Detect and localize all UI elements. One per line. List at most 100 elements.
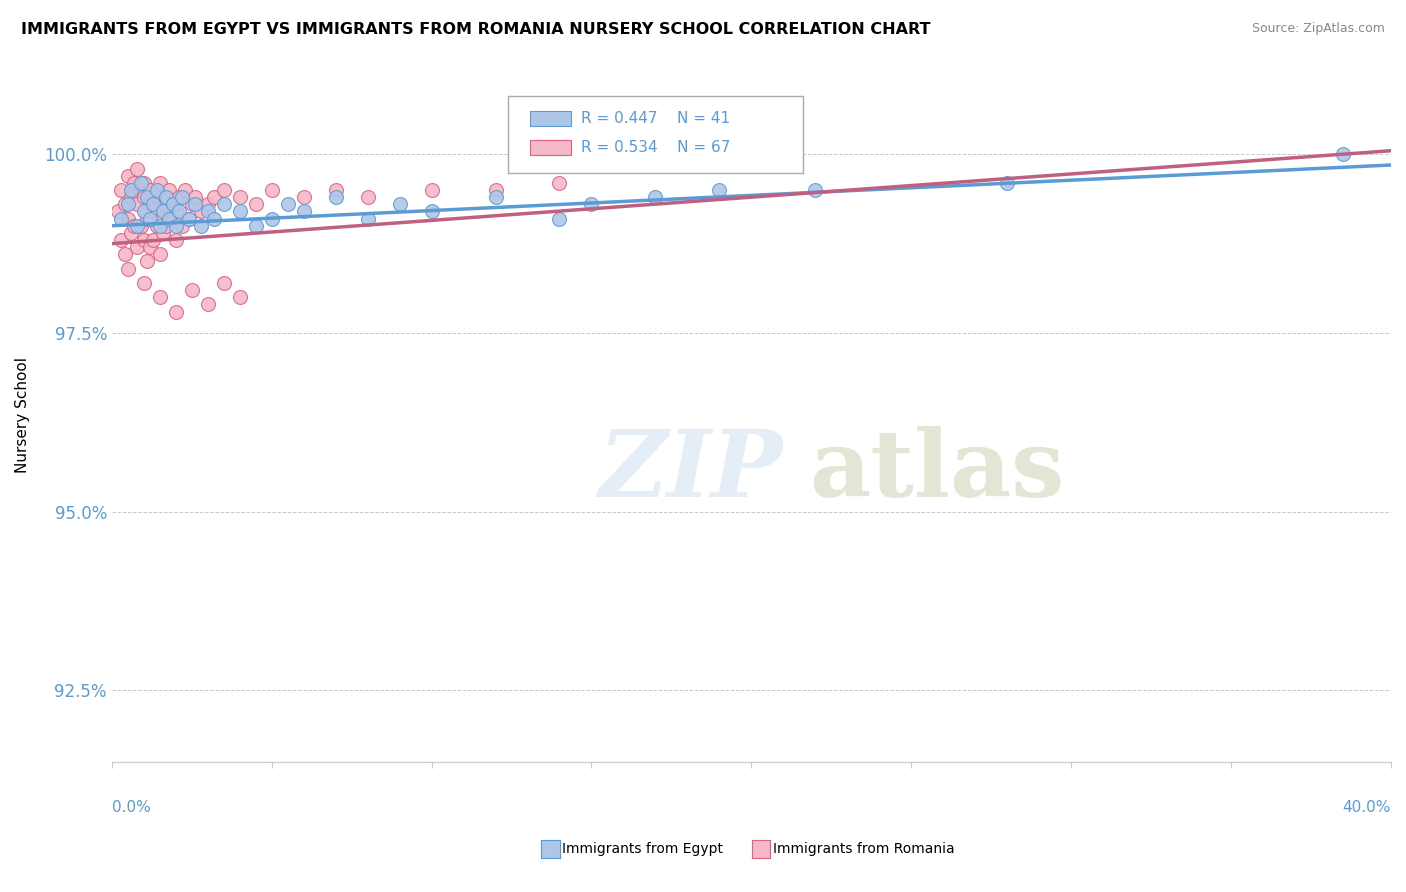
Point (110, 211, 132, 226)
Point (139, 183, 162, 197)
Point (420, 204, 443, 219)
Point (180, 197, 202, 211)
FancyBboxPatch shape (509, 96, 803, 172)
Point (177, 211, 200, 226)
Point (292, 190, 315, 204)
Point (356, 211, 378, 226)
Point (325, 183, 347, 197)
Point (356, 190, 378, 204)
Point (581, 197, 603, 211)
Point (132, 176, 155, 190)
Point (149, 219, 172, 233)
Point (162, 197, 184, 211)
Point (212, 276, 235, 290)
Point (157, 211, 180, 226)
Point (127, 161, 149, 176)
Point (149, 247, 172, 261)
Point (117, 261, 139, 276)
Point (152, 226, 174, 240)
Point (149, 290, 172, 304)
Text: R = 0.447    N = 41: R = 0.447 N = 41 (581, 111, 730, 126)
Point (136, 211, 159, 226)
Point (120, 183, 142, 197)
Point (548, 176, 571, 190)
Text: IMMIGRANTS FROM EGYPT VS IMMIGRANTS FROM ROMANIA NURSERY SCHOOL CORRELATION CHAR: IMMIGRANTS FROM EGYPT VS IMMIGRANTS FROM… (21, 22, 931, 37)
Point (142, 197, 165, 211)
Point (155, 190, 177, 204)
Point (548, 211, 571, 226)
Text: R = 0.534    N = 67: R = 0.534 N = 67 (581, 140, 731, 155)
Point (117, 211, 139, 226)
Point (260, 211, 283, 226)
Point (212, 197, 235, 211)
Point (132, 233, 155, 247)
Point (145, 190, 167, 204)
Text: atlas: atlas (808, 425, 1064, 516)
Point (197, 197, 219, 211)
Point (172, 219, 194, 233)
Point (184, 190, 207, 204)
Point (165, 233, 187, 247)
Point (1331, 147, 1354, 161)
Point (157, 183, 180, 197)
Point (155, 190, 177, 204)
Point (157, 211, 180, 226)
Text: Immigrants from Romania: Immigrants from Romania (773, 842, 955, 856)
Point (197, 204, 219, 219)
Point (180, 283, 202, 297)
Point (136, 190, 159, 204)
Point (165, 219, 187, 233)
Point (325, 190, 347, 204)
Point (484, 190, 506, 204)
Point (804, 183, 827, 197)
Point (172, 190, 194, 204)
Point (152, 204, 174, 219)
Point (117, 169, 139, 183)
Point (167, 204, 190, 219)
Point (228, 290, 250, 304)
Point (245, 197, 267, 211)
Point (132, 190, 155, 204)
Point (110, 233, 132, 247)
Point (127, 240, 149, 254)
Point (129, 176, 152, 190)
Point (165, 204, 187, 219)
Point (149, 176, 172, 190)
Text: Source: ZipAtlas.com: Source: ZipAtlas.com (1251, 22, 1385, 36)
Point (122, 219, 145, 233)
Point (127, 219, 149, 233)
Point (117, 197, 139, 211)
Point (420, 183, 443, 197)
Point (184, 197, 207, 211)
Text: 0.0%: 0.0% (111, 800, 150, 815)
Point (202, 211, 225, 226)
Point (228, 190, 250, 204)
Point (120, 226, 142, 240)
Point (197, 297, 219, 311)
Point (190, 204, 212, 219)
Text: 40.0%: 40.0% (1343, 800, 1391, 815)
Point (165, 304, 187, 318)
Point (155, 219, 177, 233)
Point (162, 197, 184, 211)
Point (292, 204, 315, 219)
Text: Immigrants from Egypt: Immigrants from Egypt (562, 842, 724, 856)
Point (644, 190, 666, 204)
Point (132, 204, 155, 219)
Point (995, 176, 1018, 190)
Bar (530, 140, 571, 155)
Point (132, 276, 155, 290)
Point (127, 197, 149, 211)
Point (167, 190, 190, 204)
Point (202, 190, 225, 204)
Point (139, 211, 162, 226)
Point (245, 219, 267, 233)
Point (212, 183, 235, 197)
Point (114, 247, 136, 261)
Point (149, 211, 172, 226)
Point (177, 211, 200, 226)
Text: ZIP: ZIP (598, 425, 782, 516)
Point (136, 254, 159, 268)
Point (129, 219, 152, 233)
Point (145, 183, 167, 197)
